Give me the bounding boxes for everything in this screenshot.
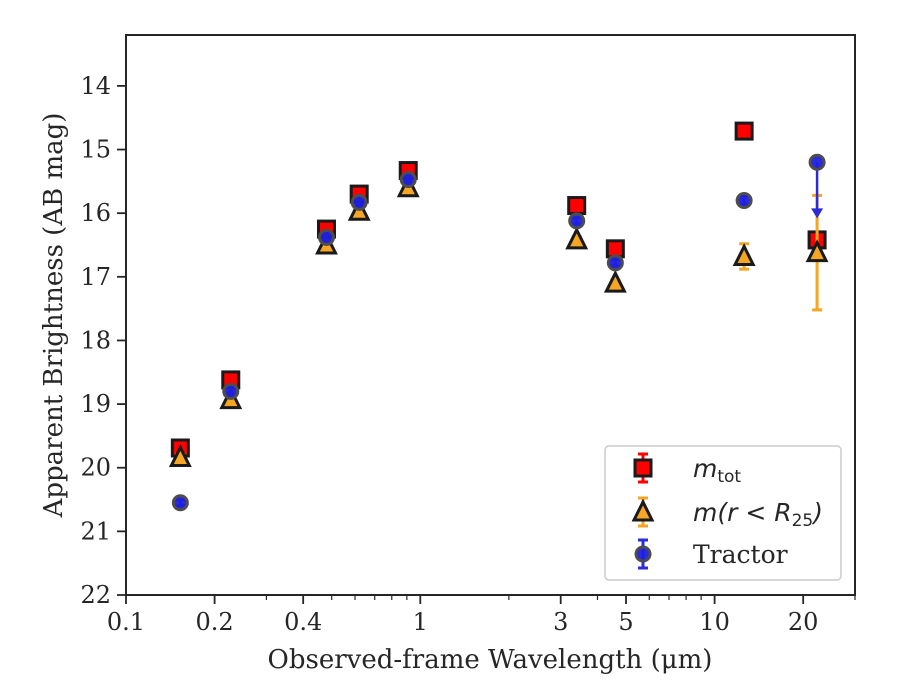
- legend-box: [604, 445, 842, 581]
- axes-frame: [125, 34, 856, 596]
- x-tick-label: 0.4: [284, 608, 322, 636]
- data-point: [732, 243, 756, 266]
- legend-label: mtot: [693, 454, 741, 487]
- legend-label: m(r < R25): [693, 498, 823, 531]
- data-point: [350, 193, 368, 211]
- x-tick-label: 1: [413, 608, 428, 636]
- data-point: [222, 382, 240, 400]
- series-1: [168, 174, 829, 468]
- data-point: [565, 226, 589, 250]
- y-tick-label: 14: [80, 72, 111, 100]
- upper-limit-arrowhead: [811, 208, 824, 219]
- y-axis-ticks: 14 15 16 17 18 19 20 21 22: [80, 72, 126, 609]
- y-tick-label: 18: [80, 326, 111, 354]
- y-tick-label: 22: [80, 581, 111, 609]
- y-axis-label: Apparent Brightness (AB mag): [39, 113, 69, 519]
- legend-marker: [634, 545, 652, 563]
- legend: mtot m(r < R25) Tractor: [604, 445, 842, 581]
- data-point: [603, 269, 627, 293]
- y-tick-label: 16: [80, 199, 111, 227]
- y-tick-label: 17: [80, 263, 111, 291]
- data-point: [168, 444, 192, 468]
- data-point: [735, 191, 753, 209]
- data-point: [399, 170, 417, 188]
- data-point: [317, 228, 335, 246]
- x-tick-label: 0.1: [107, 608, 145, 636]
- x-tick-label: 0.2: [196, 608, 234, 636]
- y-tick-label: 21: [80, 517, 111, 545]
- data-point: [606, 254, 624, 272]
- data-point: [805, 239, 829, 263]
- plot-area: [168, 121, 829, 512]
- x-axis-ticks: 0.1 0.2 0.4 1 3 5 10 20: [107, 595, 856, 636]
- y-tick-label: 20: [80, 454, 111, 482]
- data-point: [568, 212, 586, 230]
- data-point: [567, 196, 587, 216]
- x-tick-label: 3: [553, 608, 568, 636]
- series-2: [171, 153, 826, 512]
- x-axis-label: Observed-frame Wavelength (μm): [268, 645, 713, 675]
- y-tick-label: 19: [80, 390, 111, 418]
- legend-marker: [631, 498, 655, 522]
- x-tick-label: 10: [699, 608, 730, 636]
- legend-label: Tractor: [693, 540, 788, 569]
- data-point: [808, 153, 826, 171]
- x-tick-label: 5: [618, 608, 633, 636]
- data-point: [734, 121, 754, 141]
- x-tick-label: 20: [788, 608, 819, 636]
- data-point: [171, 494, 189, 512]
- legend-marker: [633, 458, 653, 478]
- y-tick-label: 15: [80, 136, 111, 164]
- series-0: [170, 121, 827, 458]
